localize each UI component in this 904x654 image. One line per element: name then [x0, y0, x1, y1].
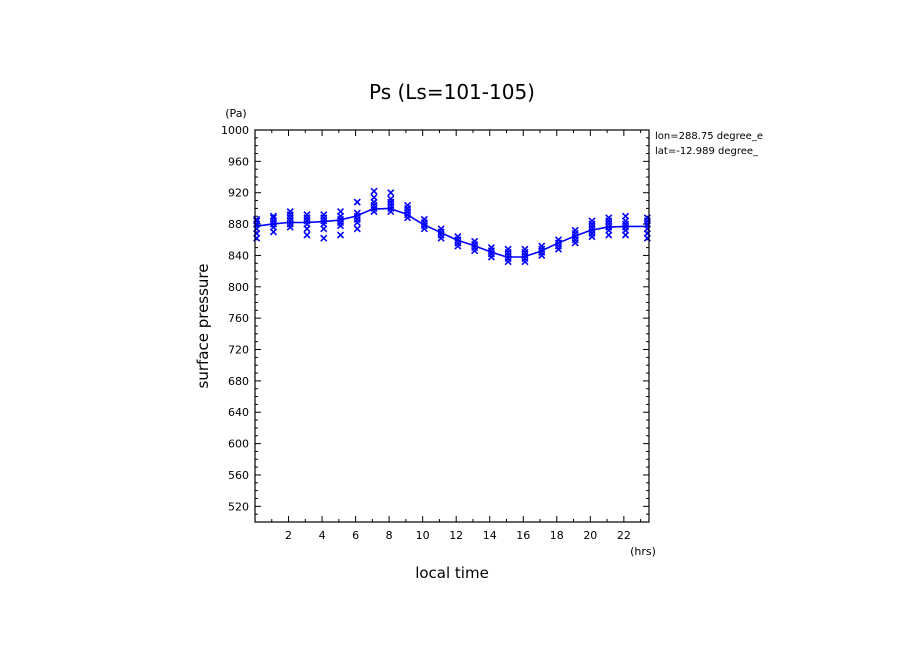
- sample-x-marker: [336, 207, 345, 216]
- y-tick-label: 640: [228, 406, 249, 419]
- sample-x-marker: [269, 214, 278, 222]
- y-tick-label: 680: [228, 375, 249, 388]
- sample-x-marker: [571, 226, 579, 234]
- x-tick-label: 4: [319, 529, 326, 542]
- sample-x-marker: [605, 214, 613, 222]
- annotation-lon: lon=288.75 degree_e: [655, 131, 763, 142]
- sample-x-marker: [387, 189, 395, 197]
- sample-x-marker: [521, 245, 529, 253]
- x-tick-label: 22: [617, 529, 631, 542]
- sample-x-marker: [269, 212, 278, 220]
- x-tick-label: 2: [285, 529, 292, 542]
- y-tick-label: 1000: [221, 124, 249, 137]
- x-tick-label: 12: [449, 529, 463, 542]
- sample-x-marker: [588, 217, 596, 225]
- chart-title: Ps (Ls=101-105): [369, 80, 535, 104]
- x-tick-label: 18: [550, 529, 564, 542]
- sample-x-marker: [353, 225, 361, 233]
- y-tick-label: 720: [228, 344, 249, 357]
- y-tick-label: 880: [228, 218, 249, 231]
- x-tick-label: 10: [416, 529, 430, 542]
- x-unit-label: (hrs): [630, 545, 656, 558]
- sample-x-marker: [303, 231, 311, 239]
- sample-x-marker: [370, 187, 378, 195]
- annotation-lat: lat=-12.989 degree_: [655, 146, 759, 157]
- sample-x-marker: [286, 207, 294, 216]
- sample-x-marker: [353, 209, 361, 217]
- sample-x-marker: [554, 236, 563, 244]
- y-tick-label: 800: [228, 281, 249, 294]
- sample-x-marker: [387, 195, 395, 203]
- plot-frame: [254, 129, 650, 523]
- sample-x-marker: [320, 234, 328, 242]
- axes: 520 560 600 640 680 720 760 800 840 880 920 960 1000…: [221, 124, 649, 542]
- sample-x-marker: [404, 201, 412, 209]
- sample-x-marker: [303, 211, 311, 219]
- sample-x-marker: [370, 193, 378, 201]
- sample-x-marker: [504, 245, 512, 253]
- sample-x-marker: [471, 237, 479, 245]
- x-tick-label: 16: [516, 529, 530, 542]
- y-tick-label: 920: [228, 187, 249, 200]
- plot-marks: [253, 187, 651, 266]
- sample-x-marker: [353, 198, 361, 206]
- x-tick-label: 14: [483, 529, 497, 542]
- y-tick-label: 520: [228, 500, 249, 513]
- sample-x-marker: [454, 233, 462, 241]
- y-unit-label: (Pa): [225, 107, 246, 120]
- sample-x-marker: [336, 231, 345, 239]
- sample-x-marker: [320, 211, 328, 219]
- sample-x-marker: [621, 212, 630, 220]
- x-tick-label: 6: [352, 529, 359, 542]
- y-tick-label: 560: [228, 469, 249, 482]
- x-axis-label: local time: [415, 564, 489, 582]
- y-axis-label: surface pressure: [194, 264, 212, 389]
- x-tick-label: 20: [583, 529, 597, 542]
- y-tick-label: 840: [228, 249, 249, 262]
- sample-x-marker: [487, 244, 495, 252]
- x-tick-label: 8: [386, 529, 393, 542]
- y-tick-label: 760: [228, 312, 249, 325]
- sample-x-marker: [437, 225, 445, 233]
- sample-x-marker: [420, 215, 428, 223]
- y-tick-label: 960: [228, 155, 249, 168]
- y-tick-label: 600: [228, 438, 249, 451]
- sample-x-marker: [538, 242, 546, 250]
